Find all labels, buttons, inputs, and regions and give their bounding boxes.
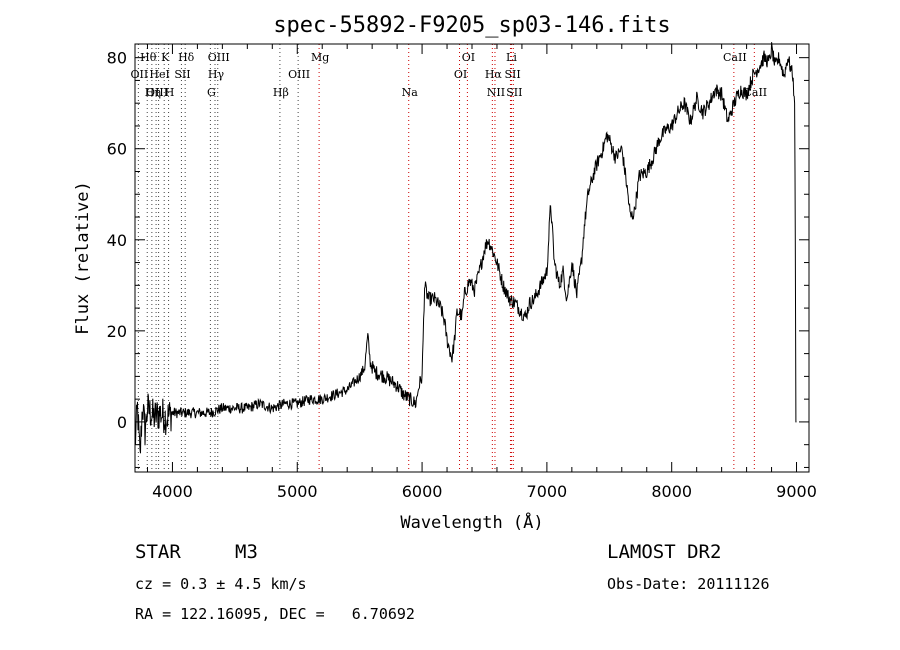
object-class: STAR <box>135 541 181 563</box>
x-tick-label: 5000 <box>277 482 318 501</box>
marker-label: Hη <box>145 86 161 99</box>
marker-label: Hα <box>485 68 503 81</box>
marker-label: Hβ <box>273 86 289 99</box>
y-tick-label: 60 <box>107 140 127 159</box>
marker-label: Hγ <box>208 68 225 81</box>
y-tick-label: 40 <box>107 231 127 250</box>
marker-label: CaII <box>723 51 747 64</box>
x-tick-label: 4000 <box>152 482 193 501</box>
marker-label: G <box>207 86 216 99</box>
marker-label: OII <box>131 68 149 81</box>
marker-label: OIII <box>208 51 230 64</box>
marker-label: Na <box>402 86 419 99</box>
marker-label: OI <box>462 51 475 64</box>
marker-label: Li <box>506 51 517 64</box>
marker-label: NII <box>487 86 505 99</box>
spectrum-series-line <box>134 42 797 454</box>
x-tick-label: 8000 <box>651 482 692 501</box>
marker-label: SII <box>506 86 522 99</box>
x-tick-label: 9000 <box>776 482 817 501</box>
coordinates: RA = 122.16095, DEC = 6.70692 <box>135 605 415 623</box>
redshift-text: cz = 0.3 ± 4.5 km/s <box>135 575 307 593</box>
tick-layer: 4000 5000 6000 7000 8000 9000 0 20 40 60 80 <box>107 44 817 501</box>
y-axis-label: Flux (relative) <box>73 181 93 335</box>
marker-label: Mg <box>311 51 329 64</box>
y-tick-label: 80 <box>107 49 127 68</box>
marker-label: SII <box>174 68 190 81</box>
subclass: M3 <box>235 541 258 563</box>
marker-label: Hθ <box>140 51 157 64</box>
x-tick-label: 6000 <box>402 482 443 501</box>
obs-date: Obs-Date: 20111126 <box>607 575 770 593</box>
marker-label: OI <box>454 68 467 81</box>
marker-label: HeI <box>149 68 169 81</box>
x-axis-label: Wavelength (Å) <box>400 511 543 533</box>
y-tick-label: 0 <box>117 413 127 432</box>
marker-label: Hδ <box>178 51 195 64</box>
survey-name: LAMOST DR2 <box>607 541 722 563</box>
x-tick-label: 7000 <box>527 482 568 501</box>
series-layer <box>134 42 797 454</box>
marker-label: OIII <box>288 68 310 81</box>
marker-label: K <box>161 51 170 64</box>
marker-label: OIII <box>146 86 168 99</box>
marker-label: H <box>165 86 175 99</box>
chart-title: spec-55892-F9205_sp03-146.fits <box>273 13 670 38</box>
y-tick-label: 20 <box>107 322 127 341</box>
marker-label: SII <box>504 68 520 81</box>
